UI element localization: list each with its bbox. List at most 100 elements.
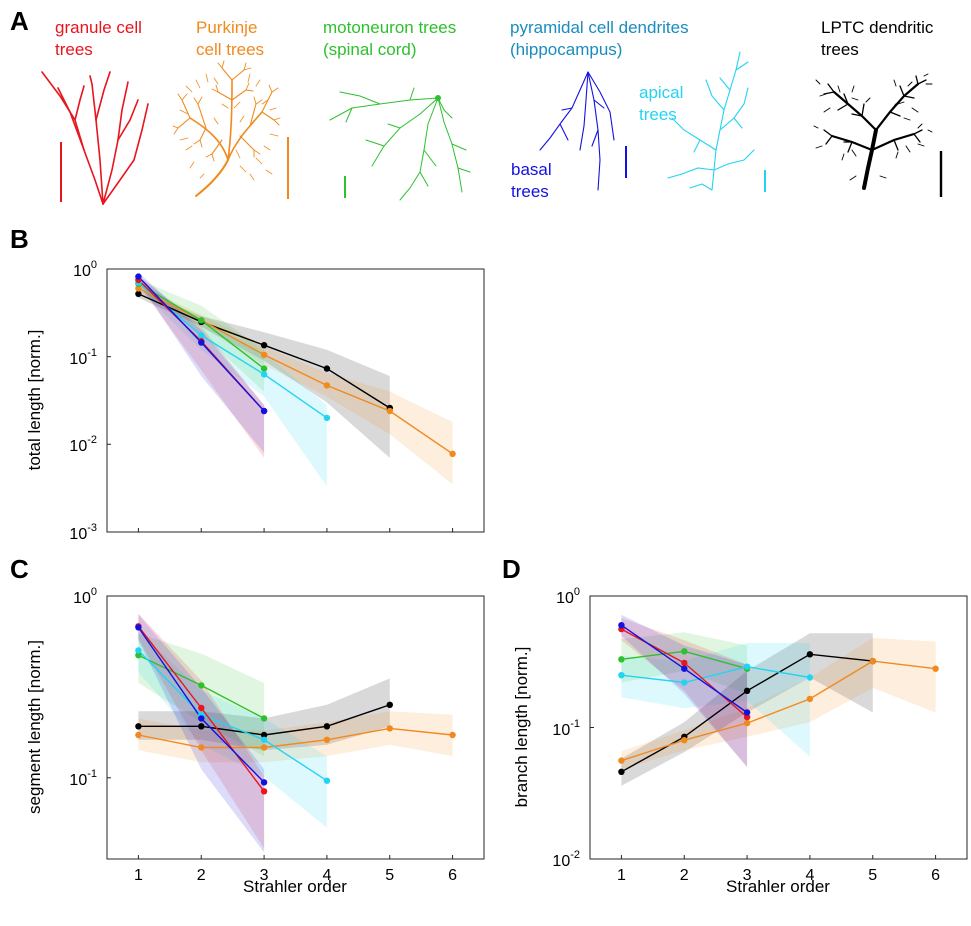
point-d-granule-2 [681,659,688,667]
band-d-basal [621,614,748,768]
point-d-purkinje-1 [618,757,625,764]
point-c-motoneuron-3 [260,715,268,722]
point-c-purkinje-4 [323,736,331,743]
point-b-apical-2 [198,332,205,339]
point-c-basal-3 [260,779,268,786]
y-tick-d-1-base: 10 [552,722,570,739]
point-b-purkinje-5 [386,407,393,415]
y-tick-d-2: 10-2 [552,849,580,870]
label-purkinje-line2: cell trees [196,40,264,59]
granule-tree-drawing [41,71,149,205]
plot-b-ylabel: total length [norm.] [25,330,44,471]
plot-d-xlabel: Strahler order [726,877,830,896]
band-b-purkinje [138,284,453,485]
point-d-lptc-3 [743,687,751,694]
point-b-lptc-4 [323,365,331,372]
y-tick-b-3-base: 10 [69,526,87,543]
x-tick-label-c-6: 6 [448,867,457,884]
point-d-purkinje-5 [869,657,876,665]
y-tick-c-1-exp: -1 [87,768,97,780]
series-line-d-apical [621,665,811,684]
plot-c-ylabel: segment length [norm.] [25,640,44,814]
y-tick-c-0: 100 [73,586,97,607]
y-tick-d-2-exp: -2 [570,849,580,861]
plot-d-bands [621,614,936,786]
label-pyramidal-line1: pyramidal cell dendrites [510,18,689,37]
plot-d-x-ticks: 1 2 3 4 5 6 [617,855,940,884]
label-granule-line1: granule cell [55,18,142,37]
label-purkinje-line1: Purkinje [196,18,257,37]
point-d-lptc-1 [618,768,625,775]
point-c-purkinje-3 [260,744,268,751]
purkinje-tree-drawing [172,60,281,197]
point-c-apical-4 [323,777,331,784]
y-tick-d-0: 100 [556,586,580,607]
point-c-granule-2 [198,704,205,712]
label-basal-line1: basal [511,160,552,179]
plot-b-bands [138,272,453,487]
point-d-apical-2 [681,679,688,686]
plot-c-bands [138,613,453,853]
y-tick-d-1: 10-1 [552,718,580,739]
point-b-apical-3 [260,371,268,378]
plot-b-frame [106,268,485,533]
basal-tree-drawing [539,71,615,191]
panel-letter-c: C [10,554,29,584]
point-c-purkinje-6 [449,731,456,739]
x-tick-label-d-2: 2 [680,867,689,884]
y-tick-b-0: 100 [73,259,97,280]
label-motoneuron-line1: motoneuron trees [323,18,456,37]
point-c-purkinje-1 [135,731,142,739]
y-tick-d-0-base: 10 [556,590,574,607]
y-tick-c-1-base: 10 [69,772,87,789]
plot-d-ylabel: branch length [norm.] [512,647,531,808]
y-tick-b-0-exp: 0 [91,259,97,271]
x-tick-label-d-5: 5 [868,867,877,884]
y-tick-d-1-exp: -1 [570,718,580,730]
panel-letter-a: A [10,6,29,36]
y-tick-b-1: 10-1 [69,347,97,368]
x-tick-label-c-5: 5 [385,867,394,884]
point-b-motoneuron-2 [198,317,205,324]
x-tick-label-c-2: 2 [197,867,206,884]
x-tick-label-d-4: 4 [805,867,814,884]
y-tick-b-2-exp: -2 [87,434,97,446]
plot-c-points [135,623,456,795]
plot-b-x-ticks [137,528,454,532]
point-c-purkinje-5 [386,725,393,732]
x-tick-label-d-1: 1 [617,867,626,884]
y-tick-b-0-base: 10 [73,263,91,280]
band-b-apical [138,277,327,487]
label-lptc-line2: trees [821,40,859,59]
point-b-basal-3 [260,407,268,415]
point-b-motoneuron-3 [260,365,268,372]
plot-c-xlabel: Strahler order [243,877,347,896]
point-c-apical-3 [260,736,268,743]
point-c-lptc-2 [198,723,205,730]
y-tick-b-3: 10-3 [69,522,97,543]
plot-d-points [618,622,939,775]
panel-letter-b: B [10,224,29,254]
point-b-purkinje-3 [260,351,268,358]
label-apical-line2: trees [639,105,677,124]
series-line-d-purkinje [621,660,936,762]
point-d-purkinje-6 [932,665,939,672]
point-d-motoneuron-1 [618,656,625,663]
band-b-lptc [138,289,390,458]
y-tick-c-0-base: 10 [73,590,91,607]
point-b-purkinje-1 [135,285,142,292]
motoneuron-tree-drawing [329,87,471,201]
point-d-purkinje-3 [743,719,751,727]
y-tick-b-3-exp: -3 [87,522,97,534]
point-c-lptc-5 [386,701,393,708]
series-line-c-apical [137,649,328,782]
plot-c-frame [106,595,485,860]
plot-b-y-ticks: 100 10-1 10-2 10-3 [69,259,111,543]
label-pyramidal-line2: (hippocampus) [510,40,622,59]
y-tick-b-1-exp: -1 [87,347,97,359]
lptc-tree-drawing [813,73,933,190]
y-tick-d-2-base: 10 [552,853,570,870]
point-c-apical-1 [135,647,142,654]
point-c-purkinje-2 [198,744,205,751]
